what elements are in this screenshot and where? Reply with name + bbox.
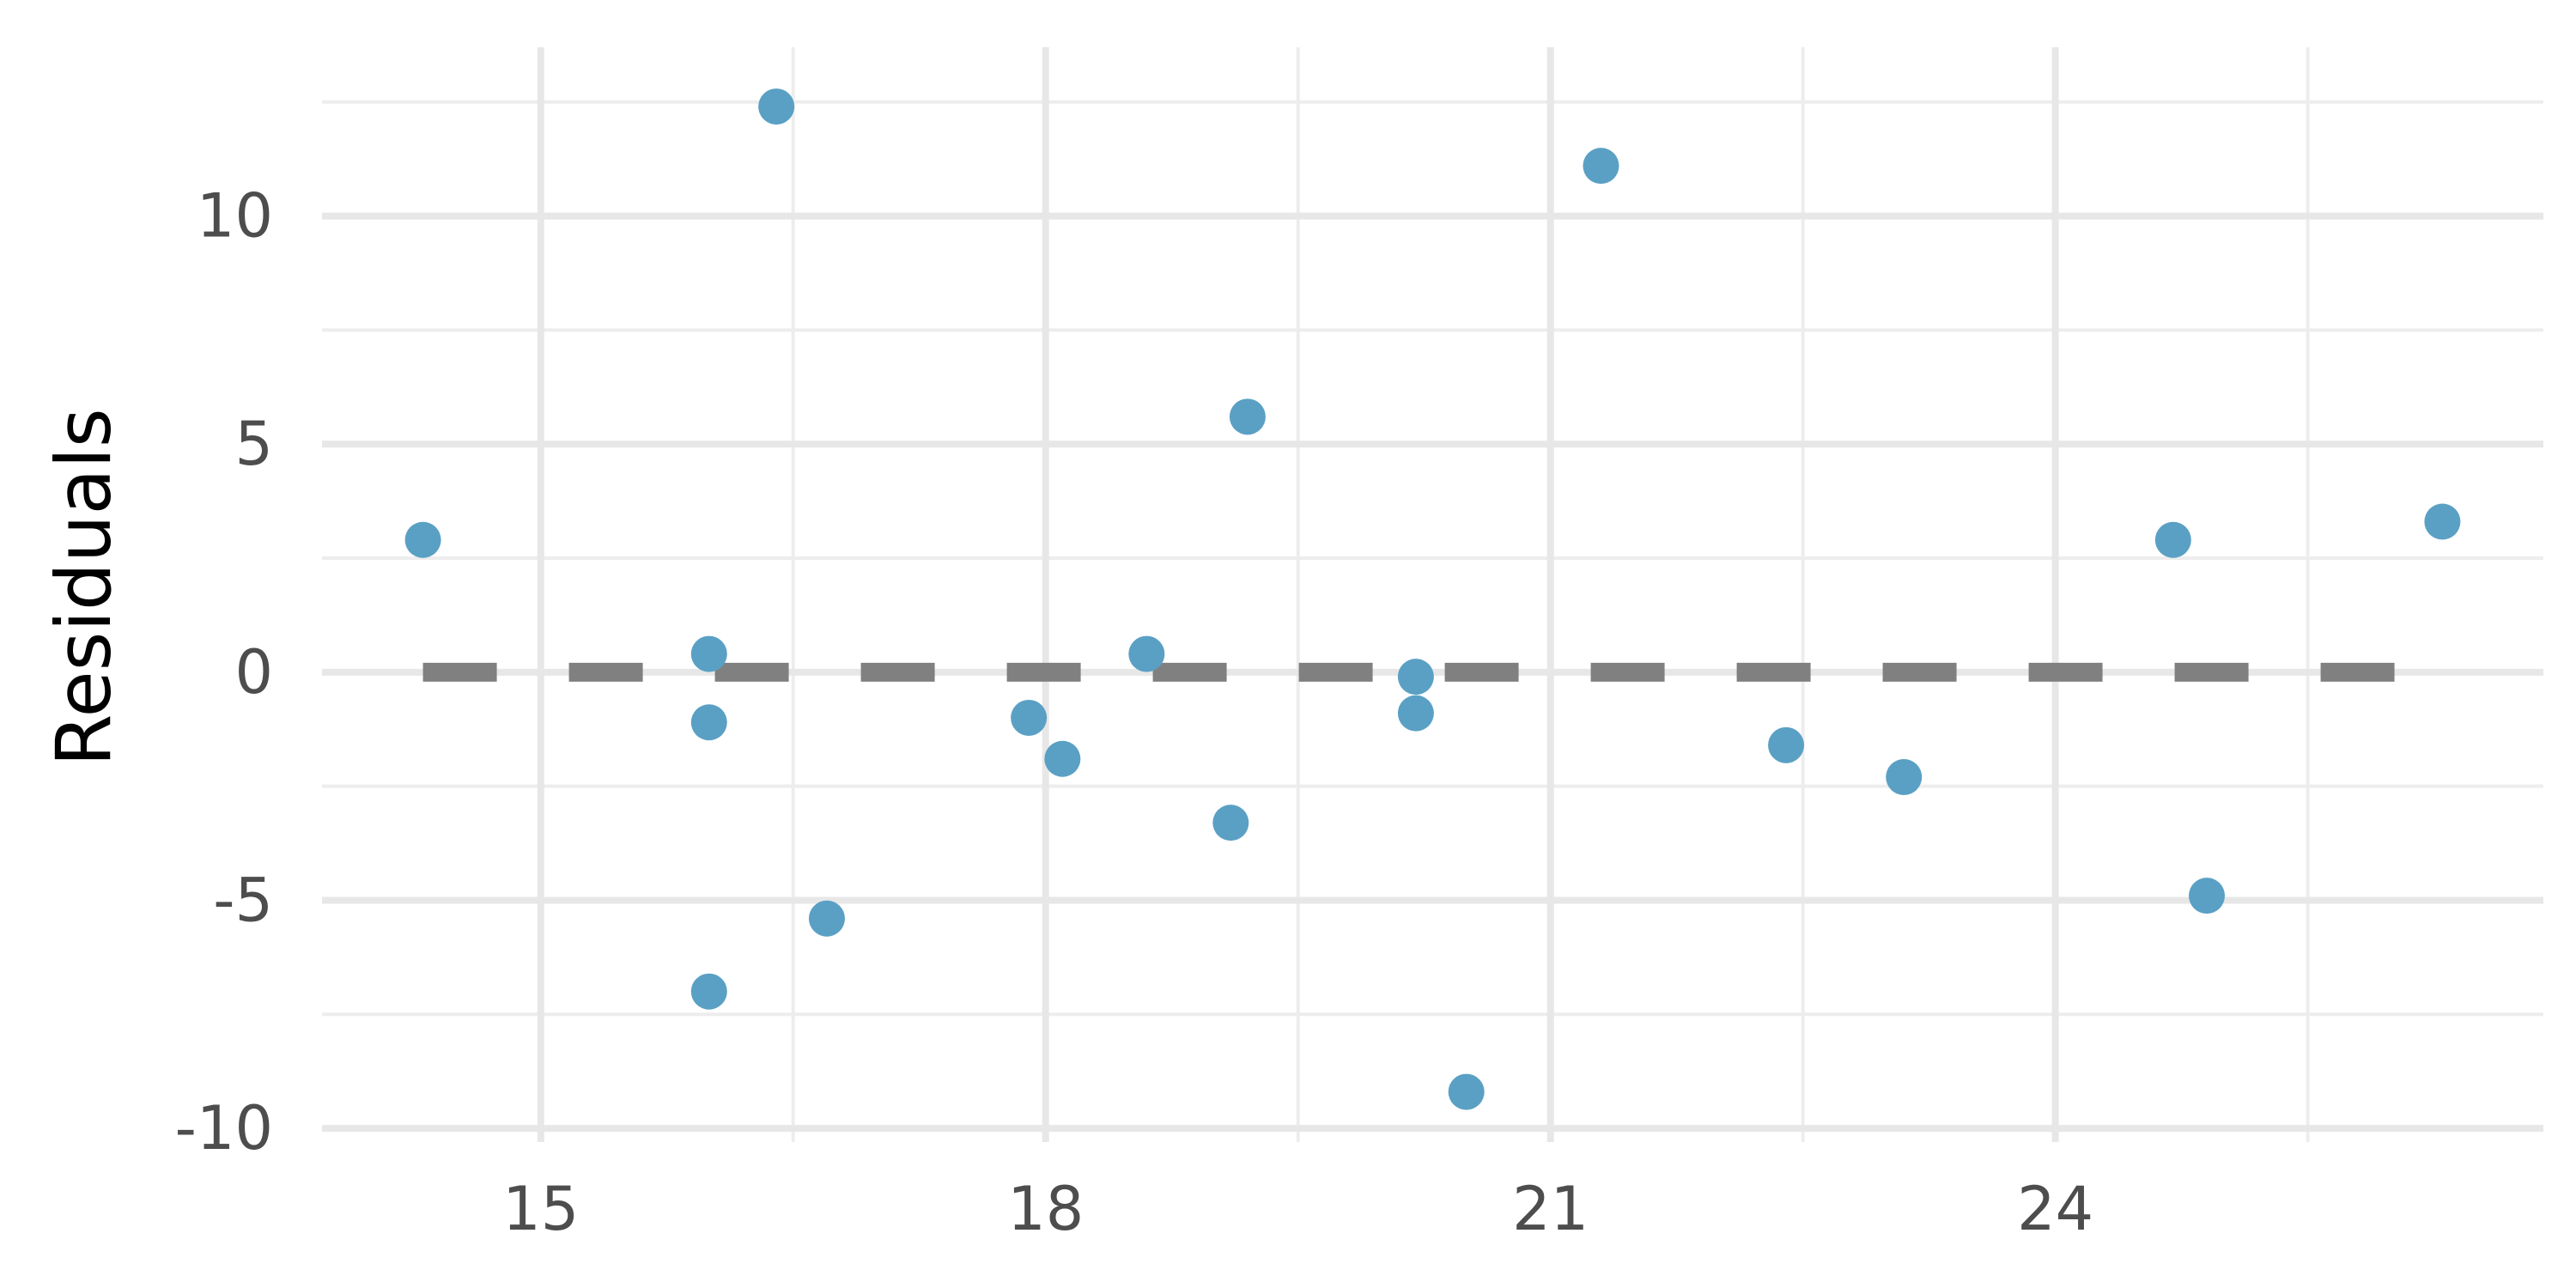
- x-tick-label: 15: [502, 1174, 579, 1244]
- data-point: [1044, 740, 1081, 777]
- y-tick-label: 10: [197, 181, 273, 252]
- data-point: [1128, 635, 1165, 672]
- axis-layer: -10 -5 0 5 10 15 18 21 24: [175, 181, 2094, 1244]
- y-tick-label: 0: [234, 637, 273, 708]
- data-point: [1448, 1073, 1485, 1110]
- data-point: [1229, 398, 1266, 435]
- y-tick-label: -10: [175, 1093, 273, 1163]
- data-point: [2424, 503, 2461, 540]
- x-tick-label: 24: [2017, 1174, 2093, 1244]
- data-point: [1768, 726, 1805, 763]
- data-point: [2154, 521, 2191, 558]
- data-point: [808, 900, 845, 937]
- y-tick-label: -5: [213, 865, 273, 935]
- data-point: [1886, 759, 1923, 795]
- data-point: [1011, 699, 1048, 736]
- points-layer: [404, 88, 2461, 1110]
- data-point: [404, 521, 441, 558]
- data-point: [758, 88, 795, 125]
- data-point: [2189, 878, 2226, 914]
- data-point: [1212, 805, 1249, 841]
- data-point: [690, 973, 727, 1010]
- y-tick-label: 5: [234, 409, 273, 479]
- data-point: [1397, 659, 1434, 696]
- data-point: [1583, 148, 1619, 185]
- x-tick-label: 18: [1007, 1174, 1084, 1244]
- data-point: [1397, 695, 1434, 732]
- grid-layer: [322, 47, 2543, 1142]
- data-point: [690, 635, 727, 672]
- data-point: [690, 704, 727, 741]
- x-tick-label: 21: [1512, 1174, 1589, 1244]
- y-axis-title: Residuals: [39, 408, 128, 766]
